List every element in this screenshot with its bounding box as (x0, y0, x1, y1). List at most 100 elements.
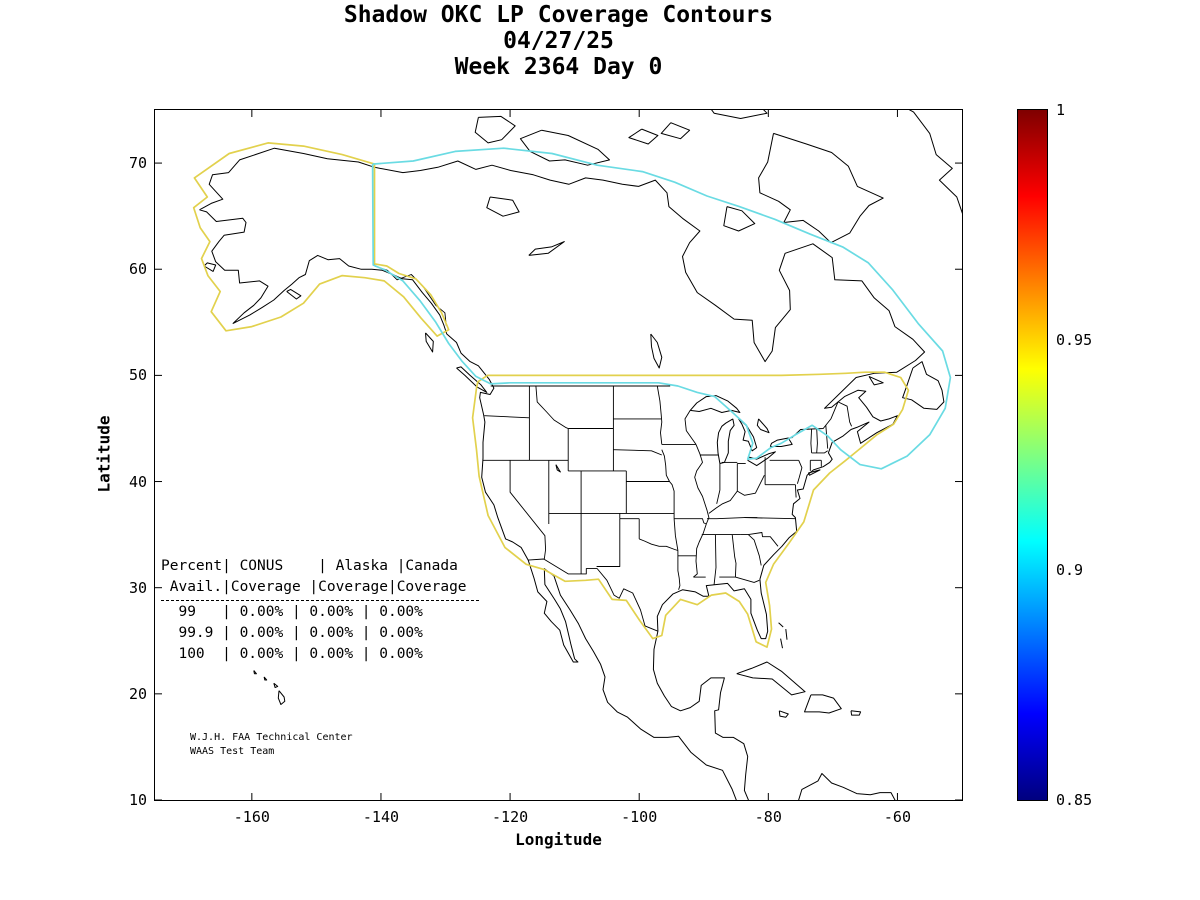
state-border-path (613, 449, 662, 456)
state-border-path (708, 474, 765, 514)
x-tick-label: -60 (883, 808, 911, 826)
credit-line-2: WAAS Test Team (190, 746, 275, 757)
coverage-table-row-100: 100 | 0.00% | 0.00% | 0.00% (161, 646, 423, 662)
coastline-path (628, 128, 659, 145)
coverage-table-header-1: Percent| CONUS | Alaska |Canada (161, 558, 458, 574)
coverage-table-row-99-9: 99.9 | 0.00% | 0.00% | 0.00% (161, 625, 423, 641)
state-border-path (796, 460, 803, 484)
plot-area: Percent| CONUS | Alaska |Canada Avail.|C… (154, 109, 963, 801)
coastline-path (736, 661, 806, 696)
coastline-path (723, 206, 756, 232)
coastline-path (807, 469, 821, 476)
lake-outline-path (555, 464, 561, 473)
coastline-path (804, 694, 842, 714)
coverage-table-divider (161, 600, 479, 601)
coastline-path (868, 375, 884, 386)
coastline-path (203, 262, 217, 272)
state-border-path (374, 265, 447, 326)
colorbar-tick-label: 1 (1056, 101, 1066, 119)
coastline-path (273, 682, 279, 688)
coverage-table-row-99: 99 | 0.00% | 0.00% | 0.00% (161, 604, 423, 620)
coastline-path (908, 110, 962, 214)
state-border-path (713, 534, 717, 585)
coastline-path (474, 115, 516, 144)
chart-week-day: Week 2364 Day 0 (454, 54, 663, 80)
y-tick-label: 20 (128, 684, 147, 703)
state-border-path (684, 410, 697, 445)
lake-outline-path (747, 451, 776, 467)
x-tick-label: -120 (492, 808, 529, 826)
state-border-path (661, 449, 675, 519)
lake-outline-path (650, 333, 663, 369)
y-tick-label: 10 (128, 791, 147, 809)
y-tick-label: 30 (128, 578, 147, 597)
conus-coverage-boundary (471, 371, 910, 648)
coastline-path (778, 622, 784, 628)
coastline-path (850, 710, 862, 716)
y-tick-label: 40 (128, 472, 147, 491)
map-canvas (155, 110, 962, 800)
colorbar-tick-label: 0.9 (1056, 561, 1084, 579)
coastline-path (253, 670, 257, 675)
credit-block: W.J.H. FAA Technical Center WAAS Test Te… (190, 731, 353, 759)
x-tick-label: -160 (233, 808, 270, 826)
coverage-table: Percent| CONUS | Alaska |Canada Avail.|C… (161, 556, 479, 665)
chart-date: 04/27/25 (503, 28, 614, 54)
state-border-path (825, 425, 829, 449)
state-border-path (528, 558, 659, 632)
state-border-path (744, 517, 796, 520)
colorbar (1017, 109, 1048, 801)
y-tick-label: 50 (128, 366, 147, 385)
lake-outline-path (486, 196, 520, 217)
state-border-path (719, 576, 760, 583)
state-border-path (731, 534, 737, 578)
coastline-path (263, 676, 268, 681)
state-border-path (484, 415, 530, 419)
coastline-path (902, 361, 945, 410)
coastline-path (780, 638, 783, 649)
state-border-path (693, 444, 710, 578)
coastline-path (711, 110, 768, 119)
lake-outline-path (689, 395, 741, 413)
coastline-path (425, 332, 434, 353)
state-border-path (673, 518, 679, 551)
state-border-path (509, 460, 547, 560)
coastline-path (785, 629, 788, 640)
state-border-path (747, 534, 762, 566)
state-border-path (639, 538, 679, 551)
state-border-path (810, 428, 813, 453)
state-border-path (596, 518, 621, 567)
credit-line-1: W.J.H. FAA Technical Center (190, 732, 353, 743)
state-border-path (674, 518, 707, 525)
coastline-path (199, 147, 926, 800)
lake-outline-path (716, 418, 735, 464)
coastline-path (286, 288, 302, 300)
coastline-path (758, 132, 884, 244)
lake-outline-path (738, 418, 758, 452)
x-tick-label: -80 (754, 808, 782, 826)
state-border-path (794, 484, 797, 498)
y-tick-label: 70 (128, 154, 147, 173)
coastline-path (277, 690, 286, 705)
coverage-table-header-2: Avail.|Coverage |Coverage|Coverage (161, 579, 467, 595)
state-border-path (716, 463, 721, 504)
coastline-path (778, 710, 789, 718)
coastline-path (456, 366, 488, 393)
canada-coverage-boundary (371, 147, 952, 470)
state-border-path (740, 532, 779, 547)
coastline-path (798, 773, 896, 800)
state-border-path (535, 385, 569, 429)
state-border-path (811, 450, 828, 454)
x-axis-label: Longitude (515, 830, 602, 849)
lake-outline-path (528, 241, 565, 256)
coastline-path (519, 129, 610, 166)
x-tick-label: -140 (362, 808, 400, 826)
coastline-path (660, 122, 691, 140)
chart-title: Shadow OKC LP Coverage Contours (343, 2, 774, 28)
x-tick-label: -100 (621, 808, 658, 826)
y-tick-label: 60 (128, 260, 147, 279)
state-border-path (816, 428, 818, 453)
lake-outline-path (756, 418, 770, 434)
colorbar-tick-label: 0.85 (1056, 791, 1093, 809)
